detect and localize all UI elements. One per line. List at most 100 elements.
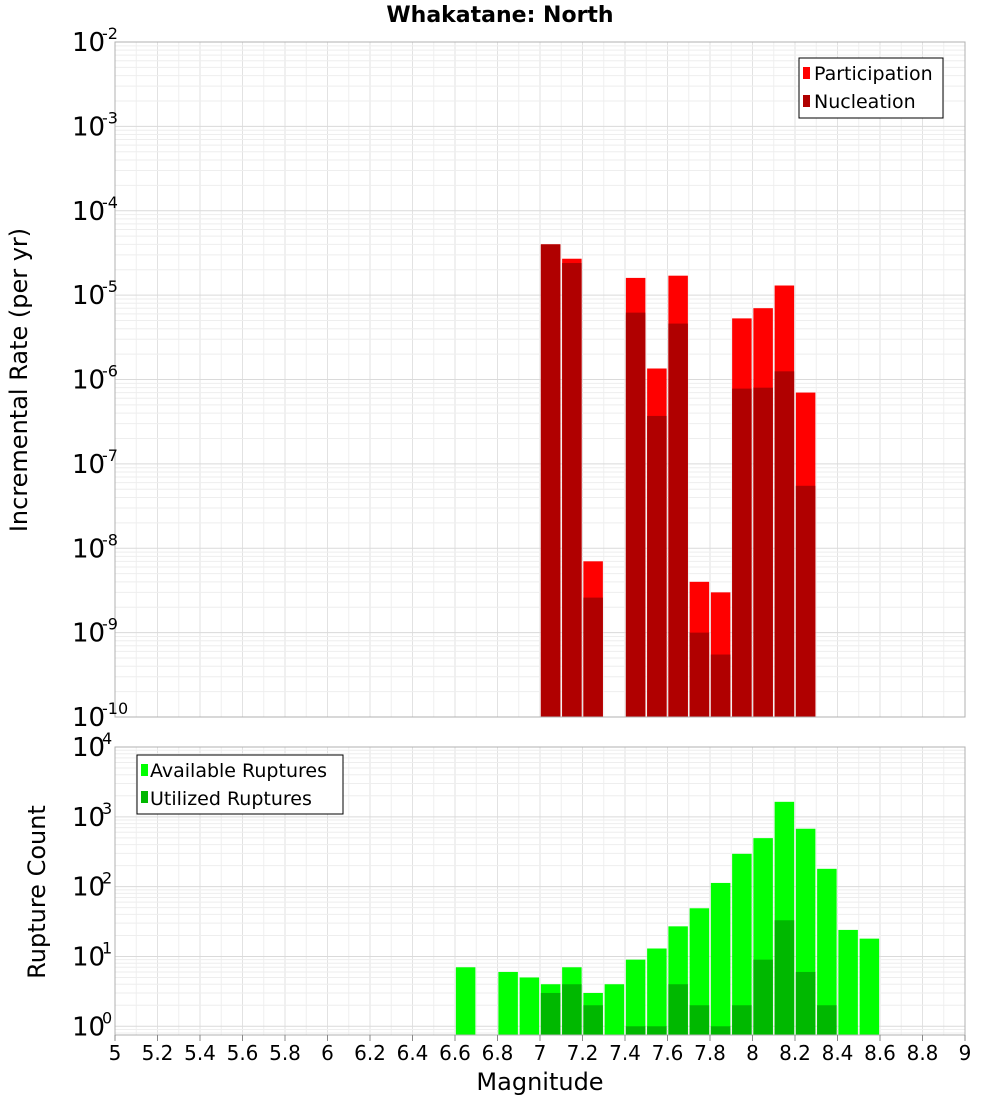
count-bar-available-ruptures [710,882,731,1035]
x-tick-label: 6.4 [397,1041,429,1065]
count-ytick-base: 10 [72,942,105,972]
utilized-legend-swatch [141,791,148,803]
x-tick-label: 6 [321,1041,334,1065]
rate-ytick-exponent: -3 [102,108,118,127]
x-tick-label: 7.8 [694,1041,726,1065]
count-bar-utilized-ruptures [732,1005,752,1035]
rate-legend-box [798,57,944,119]
rate-bar-nucleation [774,371,795,717]
count-bar-utilized-ruptures [540,992,561,1035]
participation-legend-label: Participation [814,63,933,85]
count-legend-box [136,754,344,815]
rate-bar-nucleation [710,654,731,717]
count-plot-bars [455,801,880,1035]
nucleation-legend-swatch [803,95,810,107]
count-bar-available-ruptures [498,971,518,1035]
count-bar-utilized-ruptures [647,1026,667,1035]
count-legend: Available Ruptures Utilized Ruptures [136,754,344,815]
x-tick-label: 8.8 [907,1041,939,1065]
rate-ytick-exponent: -7 [102,446,118,465]
x-tick-label: 5.8 [269,1041,301,1065]
count-bar-available-ruptures [817,868,837,1035]
rate-ytick-exponent: -6 [102,362,118,381]
rate-ytick-exponent: -10 [102,699,128,718]
count-bar-available-ruptures [519,977,540,1035]
x-tick-label: 5 [109,1041,122,1065]
rate-ytick-exponent: -8 [102,530,118,549]
chart-title: Whakatane: North [386,3,613,28]
rate-ytick-exponent: -5 [102,277,118,296]
nucleation-legend-label: Nucleation [814,91,916,113]
x-tick-label: 5.4 [184,1041,216,1065]
count-bar-utilized-ruptures [583,1005,603,1035]
x-tick-label: 8.2 [779,1041,811,1065]
x-tick-label: 8.4 [822,1041,854,1065]
utilized-legend-label: Utilized Ruptures [150,788,312,810]
rate-ytick-exponent: -4 [102,193,118,212]
rate-bar-nucleation [668,323,688,717]
x-tick-label: 6.6 [439,1041,471,1065]
rate-bar-nucleation [795,485,816,717]
rate-bar-nucleation [562,263,582,717]
rate-plot-bars [540,244,816,718]
x-tick-label: 5.2 [142,1041,174,1065]
x-tick-label: 6.2 [354,1041,386,1065]
rate-ytick-exponent: -2 [102,24,118,43]
count-bar-available-ruptures [647,948,667,1035]
x-tick-label: 7 [534,1041,547,1065]
x-tick-label: 7.6 [652,1041,684,1065]
count-bar-available-ruptures [689,908,710,1035]
x-tick-label: 9 [959,1041,972,1065]
rate-bar-nucleation [625,312,646,717]
count-bar-utilized-ruptures [710,1026,731,1035]
participation-legend-swatch [803,67,810,79]
count-bar-utilized-ruptures [689,1005,710,1035]
rate-bar-nucleation [753,387,773,717]
count-ytick-base: 10 [72,803,105,833]
count-ytick-base: 10 [72,733,105,763]
count-bar-utilized-ruptures [562,984,582,1035]
count-bar-available-ruptures [625,959,646,1035]
rate-ytick-base: 10 [72,28,105,58]
x-axis-label: Magnitude [476,1068,603,1096]
rate-ytick-base: 10 [72,534,105,564]
count-ytick-exponent: 4 [102,729,112,748]
rate-plot-frame [114,41,966,718]
available-legend-swatch [141,764,148,776]
x-tick-label: 7.2 [567,1041,599,1065]
rate-bar-nucleation [689,632,710,717]
count-ytick-exponent: 2 [102,869,112,888]
count-y-axis-label: Rupture Count [23,805,51,979]
rate-bar-nucleation [540,244,561,718]
count-bar-available-ruptures [838,929,858,1035]
count-bar-utilized-ruptures [774,920,795,1035]
rate-legend: Participation Nucleation [798,57,944,119]
rate-y-tick-labels: 10-210-310-410-510-610-710-810-910-10 [72,24,128,733]
count-ytick-exponent: 0 [102,1008,112,1027]
rate-ytick-base: 10 [72,281,105,311]
rate-ytick-base: 10 [72,619,105,649]
count-bar-available-ruptures [604,984,625,1035]
available-legend-label: Available Ruptures [150,760,327,782]
rate-ytick-base: 10 [72,197,105,227]
x-tick-label: 6.8 [482,1041,514,1065]
count-ytick-exponent: 3 [102,799,112,818]
count-bar-available-ruptures [455,967,476,1035]
rate-ytick-exponent: -9 [102,615,118,634]
rate-plot: 10-210-310-410-510-610-710-810-910-10 In… [5,24,966,733]
count-bar-utilized-ruptures [795,971,816,1035]
count-bar-available-ruptures [732,853,752,1035]
count-bar-utilized-ruptures [625,1026,646,1035]
rate-y-axis-label: Incremental Rate (per yr) [5,228,33,532]
rate-ytick-base: 10 [72,703,105,733]
count-bar-utilized-ruptures [668,984,688,1035]
rate-plot-grid [114,41,966,718]
count-ytick-exponent: 1 [102,938,112,957]
x-tick-labels: 5 5.2 5.4 5.6 5.8 6 6.2 6.4 6.6 6.8 7 7.2 7.4 7.6 7.8 8… [109,1035,972,1065]
count-ytick-base: 10 [72,873,105,903]
rate-ytick-base: 10 [72,366,105,396]
count-bar-available-ruptures [859,938,880,1035]
